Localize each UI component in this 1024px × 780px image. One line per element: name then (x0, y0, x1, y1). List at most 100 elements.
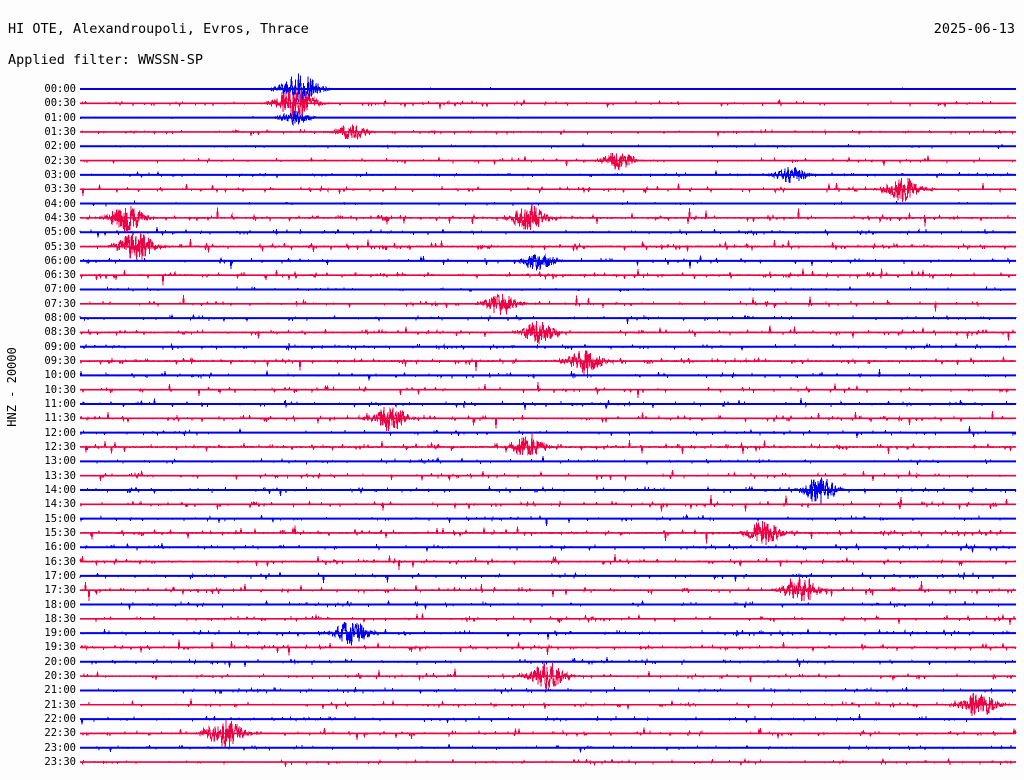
seismic-trace-row (79, 406, 1017, 432)
trace-waveform (79, 521, 1017, 546)
time-tick-label: 23:30 (44, 756, 76, 769)
seismic-trace-row (79, 227, 1017, 238)
time-tick-label: 12:30 (44, 441, 76, 453)
time-tick-label: 04:30 (44, 211, 76, 224)
trace-waveform (79, 432, 1017, 457)
time-tick-label: 19:00 (44, 627, 76, 640)
seismic-trace-row (79, 571, 1017, 583)
time-tick-label: 13:00 (44, 455, 76, 468)
time-tick-label: 21:00 (44, 684, 76, 697)
time-tick-label: 05:30 (44, 240, 76, 253)
trace-waveform (79, 571, 1017, 583)
trace-waveform (79, 621, 1017, 646)
time-tick-label: 03:00 (44, 168, 76, 181)
time-tick-label: 06:00 (44, 254, 76, 267)
trace-waveform (79, 204, 1017, 232)
trace-waveform (79, 166, 1017, 184)
time-tick-label: 00:00 (44, 83, 76, 95)
seismic-trace-row (79, 495, 1017, 512)
time-tick-label: 15:00 (44, 512, 76, 525)
time-tick-label: 14:30 (44, 498, 76, 511)
time-tick-label: 22:30 (44, 727, 76, 740)
trace-waveform (79, 233, 1017, 260)
time-tick-label: 06:30 (44, 269, 76, 282)
trace-waveform (79, 177, 1017, 203)
time-tick-label: 02:00 (44, 140, 76, 153)
trace-waveform (79, 73, 1017, 106)
trace-waveform (79, 656, 1017, 668)
seismic-trace-row (79, 719, 1017, 748)
trace-waveform (79, 758, 1017, 767)
trace-waveform (79, 686, 1017, 695)
trace-waveform (79, 426, 1017, 438)
time-tick-label: 09:30 (44, 355, 76, 368)
seismic-trace-row (79, 554, 1017, 571)
trace-waveform (79, 199, 1017, 208)
time-tick-label: 22:00 (44, 713, 76, 726)
seismic-trace-row (79, 153, 1017, 171)
seismic-trace-row (79, 177, 1017, 203)
time-tick-label: 08:30 (44, 326, 76, 339)
trace-waveform (79, 495, 1017, 512)
seismic-trace-row (79, 469, 1017, 481)
seismic-trace-row (79, 656, 1017, 668)
time-tick-label: 15:30 (44, 526, 76, 539)
trace-waveform (79, 542, 1017, 553)
seismic-trace-row (79, 123, 1017, 140)
trace-waveform (79, 342, 1017, 351)
seismic-trace-row (79, 166, 1017, 184)
seismic-trace-row (79, 204, 1017, 232)
time-tick-label: 05:00 (44, 226, 76, 239)
trace-waveform (79, 349, 1017, 378)
trace-waveform (79, 406, 1017, 432)
seismic-trace-row (79, 639, 1017, 656)
trace-waveform (79, 714, 1017, 725)
trace-waveform (79, 320, 1017, 344)
seismic-trace-row (79, 686, 1017, 695)
page-title: HI OTE, Alexandroupoli, Evros, Thrace (8, 21, 309, 37)
trace-waveform (79, 314, 1017, 325)
time-tick-label: 17:30 (44, 584, 76, 597)
time-tick-label: 03:30 (44, 183, 76, 196)
seismic-trace-row (79, 521, 1017, 546)
time-tick-label: 18:30 (44, 612, 76, 625)
seismic-trace-row (79, 621, 1017, 646)
time-tick-label: 16:00 (44, 541, 76, 554)
time-tick-label: 04:00 (44, 197, 76, 210)
time-tick-label: 20:30 (44, 670, 76, 683)
trace-waveform (79, 744, 1017, 753)
trace-waveform (79, 600, 1017, 610)
trace-waveform (79, 369, 1017, 381)
trace-waveform (79, 613, 1017, 625)
seismic-trace-row (79, 432, 1017, 457)
trace-waveform (79, 397, 1017, 410)
seismic-trace-row (79, 397, 1017, 410)
seismic-trace-row (79, 426, 1017, 438)
seismic-trace-row (79, 73, 1017, 106)
seismic-trace-row (79, 382, 1017, 398)
seismic-trace-row (79, 542, 1017, 553)
time-tick-label: 20:00 (44, 655, 76, 668)
seismic-trace-row (79, 692, 1017, 716)
trace-waveform (79, 469, 1017, 481)
seismic-trace-row (79, 349, 1017, 378)
trace-waveform (79, 514, 1017, 527)
seismic-trace-row (79, 613, 1017, 625)
seismic-trace-row (79, 342, 1017, 351)
seismic-trace-row (79, 314, 1017, 325)
time-tick-label: 21:30 (44, 698, 76, 711)
seismic-trace-row (79, 714, 1017, 725)
trace-waveform (79, 662, 1017, 691)
time-tick-label: 10:30 (44, 383, 76, 396)
time-tick-label: 09:00 (44, 340, 76, 353)
trace-waveform (79, 293, 1017, 315)
seismic-trace-row (79, 600, 1017, 610)
seismic-trace-row (79, 320, 1017, 344)
trace-waveform (79, 719, 1017, 748)
time-tick-label: 07:30 (44, 297, 76, 310)
seismic-trace-row (79, 110, 1017, 126)
seismic-trace-row (79, 514, 1017, 527)
trace-waveform (79, 382, 1017, 398)
seismic-trace-row (79, 199, 1017, 208)
applied-filter-label: Applied filter: WWSSN-SP (8, 52, 204, 68)
